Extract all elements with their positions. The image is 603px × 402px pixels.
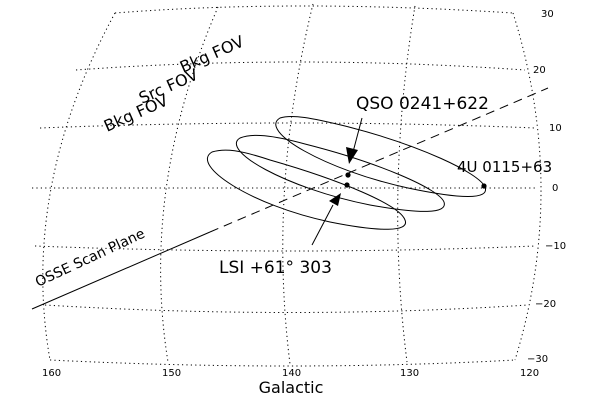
scan-plane-solid-line (31, 231, 211, 310)
fov-ellipses (206, 115, 486, 230)
qso-label: QSO 0241+622 (356, 94, 489, 114)
scan-plane-dashed-line (209, 87, 549, 233)
lon-line (397, 5, 416, 363)
lat-tick-label: 10 (549, 123, 562, 134)
qso-marker (345, 172, 351, 178)
x-axis-label: Galactic (259, 378, 324, 397)
qso-arrow-head (346, 147, 358, 164)
lsi-arrow-shaft (311, 204, 334, 246)
lsi-marker (344, 182, 350, 188)
lat-tick-label: −20 (535, 299, 556, 310)
lsi-arrow-head (329, 193, 341, 206)
lon-tick-label: 120 (520, 368, 539, 379)
lat-tick-label: −10 (545, 241, 566, 252)
lat-line (49, 359, 516, 367)
lat-line (39, 122, 536, 129)
lon-line (512, 12, 542, 361)
lat-tick-label: 0 (552, 183, 558, 194)
scan-plane-label: OSSE Scan Plane (33, 226, 148, 291)
source-markers (344, 172, 487, 189)
src-fov-ellipse (235, 134, 445, 212)
lat-line (34, 245, 536, 252)
qso-arrow-shaft (352, 117, 363, 153)
latitude-ticks: 30 20 10 0 −10 −20 −30 (527, 9, 566, 365)
lon-tick-label: 160 (42, 368, 61, 379)
lon-line (42, 12, 116, 361)
lat-tick-label: −30 (527, 354, 548, 365)
bkg-fov-upper-ellipse (275, 115, 486, 197)
lat-tick-label: 20 (533, 65, 546, 76)
coordinate-grid (32, 3, 542, 367)
lat-line (44, 304, 529, 313)
4u-0115-marker (481, 183, 487, 189)
annotation-arrows (311, 117, 363, 246)
bkg-fov-lower-ellipse (206, 149, 406, 230)
lsi-label: LSI +61° 303 (219, 258, 332, 278)
4u-0115-label: 4U 0115+63 (457, 158, 552, 176)
lat-tick-label: 30 (541, 9, 554, 20)
longitude-ticks: 160 150 140 130 120 (42, 368, 539, 379)
lon-tick-label: 130 (400, 368, 419, 379)
lat-line (114, 5, 514, 14)
lon-tick-label: 150 (162, 368, 181, 379)
lat-line (75, 61, 526, 71)
bkg-fov-lower-label: Bkg FOV (101, 91, 171, 136)
lon-tick-label: 140 (282, 368, 301, 379)
